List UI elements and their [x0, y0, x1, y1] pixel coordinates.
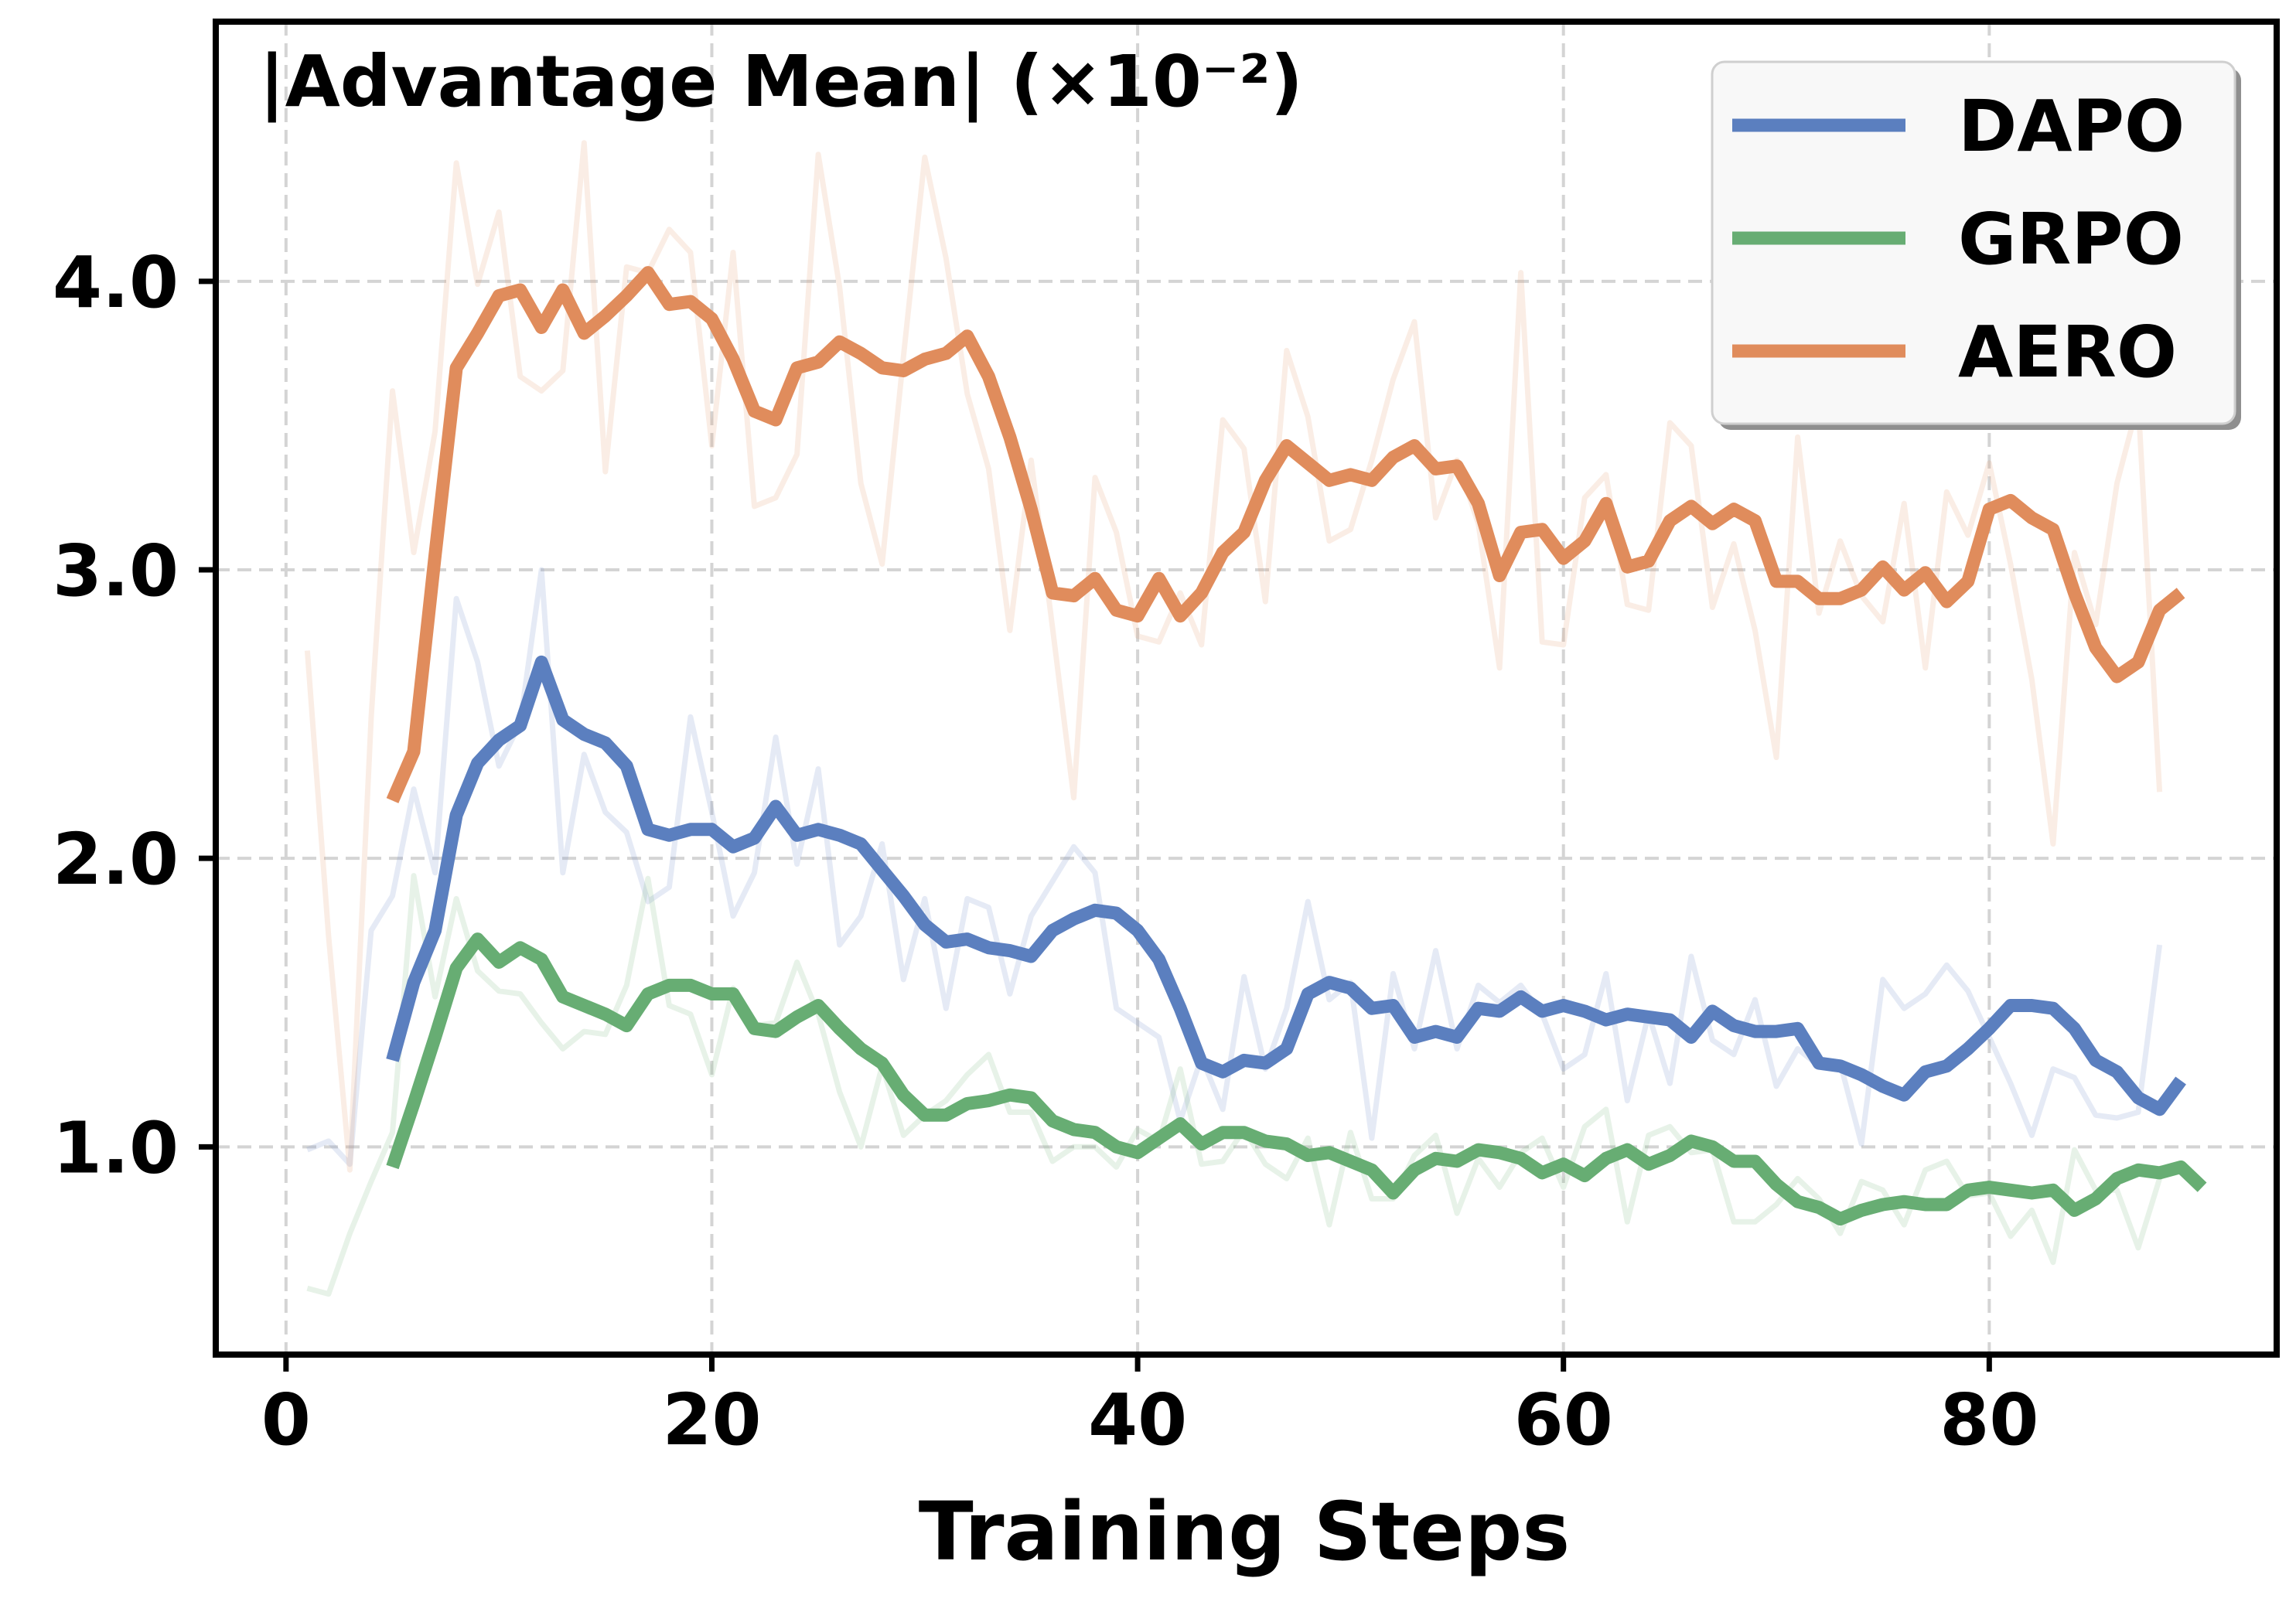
- series-line-dapo-raw: [306, 567, 2163, 1167]
- legend-label-aero: AERO: [1958, 311, 2177, 394]
- raw-series-layer: [304, 140, 2163, 1297]
- y-tick-label: 2.0: [53, 818, 179, 901]
- plot-title: |Advantage Mean| (×10⁻²): [259, 40, 1303, 123]
- x-tick-label: 20: [662, 1379, 761, 1461]
- series-line-aero: [386, 266, 2185, 803]
- y-tick-label: 4.0: [53, 241, 179, 324]
- smoothed-series-layer: [386, 266, 2207, 1226]
- series-line-grpo: [386, 932, 2207, 1226]
- x-tick-label: 80: [1939, 1379, 2038, 1461]
- series-line-grpo-raw: [306, 873, 2162, 1297]
- x-tick-label: 0: [261, 1379, 311, 1461]
- y-tick-label: 1.0: [53, 1106, 179, 1189]
- x-axis-title: Training Steps: [919, 1484, 1571, 1579]
- legend-label-dapo: DAPO: [1958, 85, 2185, 168]
- legend-label-grpo: GRPO: [1958, 198, 2184, 281]
- x-tick-label: 40: [1088, 1379, 1187, 1461]
- legend-box: [1711, 60, 2236, 425]
- y-tick-label: 3.0: [53, 530, 179, 612]
- axis-ticks: 0 20 40 60 80 1.0 2.0 3.0 4.0: [53, 241, 2038, 1461]
- plot-frame: [213, 19, 2280, 1358]
- series-line-dapo: [386, 655, 2186, 1116]
- x-tick-label: 60: [1514, 1379, 1613, 1461]
- series-line-aero-raw: [304, 140, 2163, 1173]
- legend: DAPO GRPO AERO: [1711, 60, 2241, 430]
